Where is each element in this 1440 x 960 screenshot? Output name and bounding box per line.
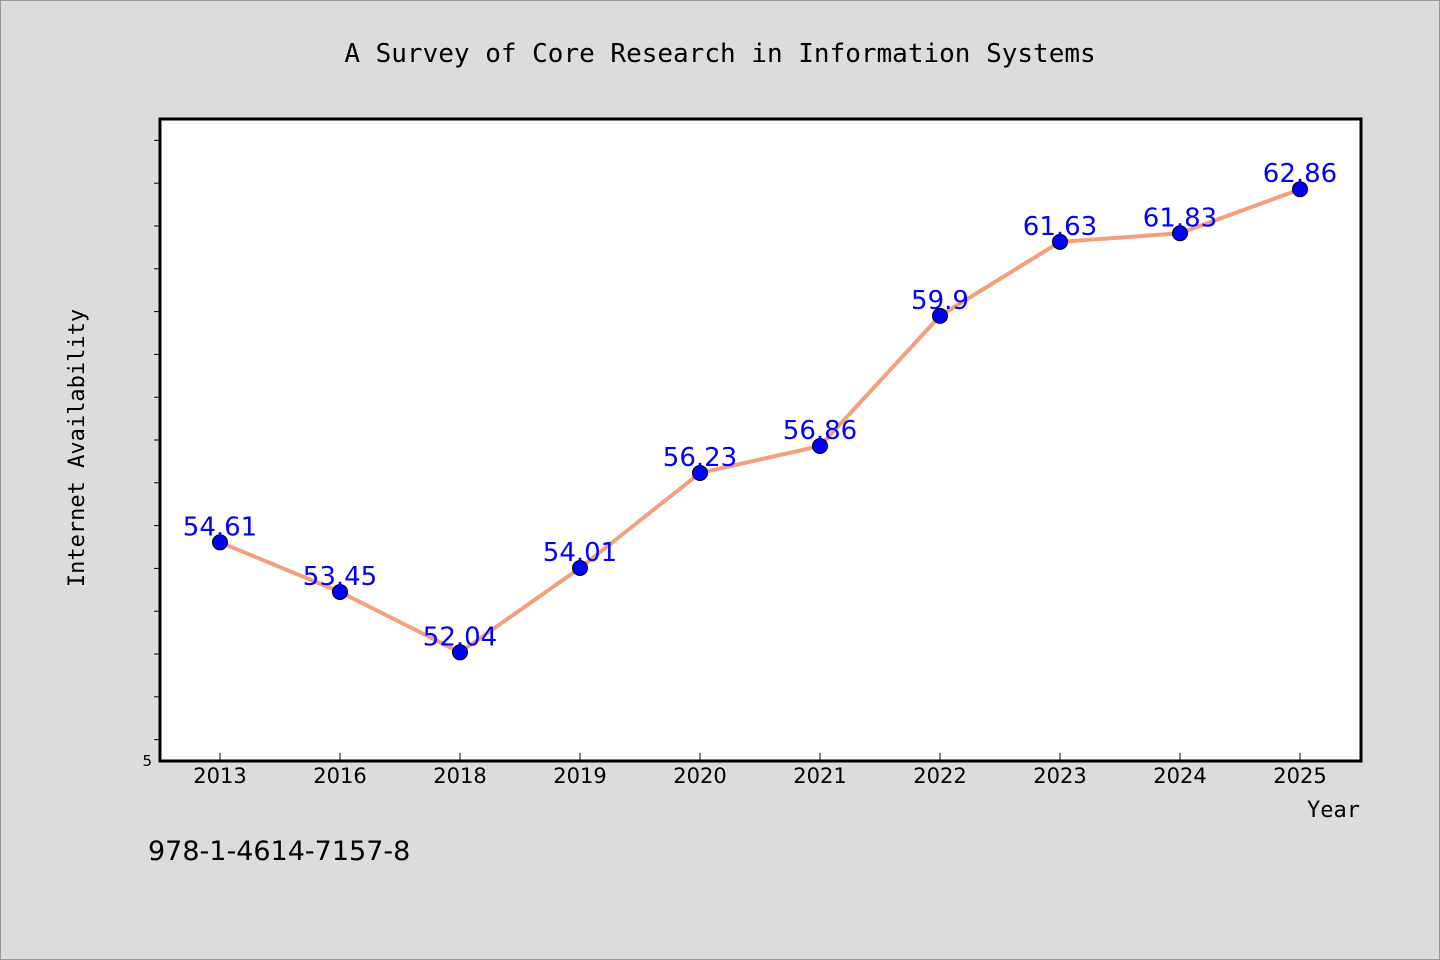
data-label: 52.04 [423,622,497,652]
chart-title: A Survey of Core Research in Information… [344,39,1095,69]
y-tick-label: 5 [142,752,152,770]
data-point [692,464,708,481]
data-point [452,644,468,661]
data-point [1052,233,1068,250]
data-label: 61.83 [1143,203,1217,233]
x-tick-label: 2016 [313,764,366,788]
y-axis-ticks: 5 [142,139,160,770]
data-point [932,307,948,324]
data-label: 56.86 [783,416,857,446]
data-label: 54.01 [543,538,617,568]
x-tick-label: 2021 [793,764,846,788]
data-label: 56.23 [663,443,737,473]
x-tick-label: 2025 [1273,764,1326,788]
series-line [218,187,1302,655]
plot-area [158,117,1363,763]
data-label: 54.61 [183,512,257,542]
x-tick-label: 2020 [673,764,726,788]
data-point [1172,225,1188,242]
y-axis-label: Internet Availability [65,309,90,587]
x-tick-label: 2018 [433,764,486,788]
data-label: 62.86 [1263,159,1337,189]
data-labels: 54.61 53.45 52.04 54.01 56.23 56.86 59.9 61.63 6… [183,159,1337,652]
data-label: 59.9 [911,286,969,316]
x-axis-label: Year [1307,798,1360,823]
x-tick-label: 2013 [193,764,246,788]
data-label: 61.63 [1023,212,1097,242]
data-markers [212,181,1308,661]
x-tick-label: 2023 [1033,764,1086,788]
x-tick-label: 2022 [913,764,966,788]
x-tick-label: 2024 [1153,764,1206,788]
x-tick-label: 2019 [553,764,606,788]
x-axis-ticks: 2013 2016 2018 2019 2020 2021 2022 2023 2024 2025 [193,753,1327,788]
footer-code: 978-1-4614-7157-8 [148,836,411,867]
data-point [572,559,588,576]
data-label: 53.45 [303,562,377,592]
data-point [812,437,828,454]
data-point [1292,181,1308,198]
data-point [212,534,228,551]
data-point [332,583,348,600]
